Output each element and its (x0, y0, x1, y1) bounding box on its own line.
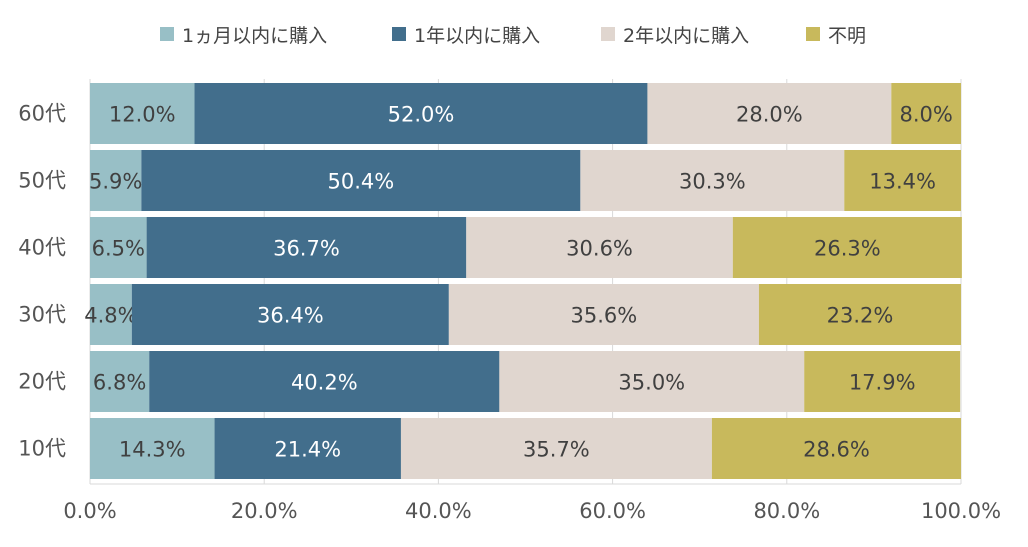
bar-segment (90, 150, 142, 211)
data-label: 23.2% (827, 304, 894, 328)
category-label: 40代 (18, 236, 66, 260)
bar-segment (141, 150, 581, 211)
bar-segment (194, 83, 648, 144)
legend: 1ヵ月以内に購入 1年以内に購入 2年以内に購入 不明 (0, 14, 1028, 54)
legend-swatch (392, 27, 406, 41)
legend-item: 不明 (806, 14, 866, 54)
category-label: 10代 (18, 437, 66, 461)
bar-segment (711, 418, 961, 479)
bar-segment (90, 284, 132, 345)
data-label: 36.7% (273, 237, 340, 261)
bar-segment (448, 284, 759, 345)
bar-segment (214, 418, 401, 479)
bar-segment (90, 418, 215, 479)
x-tick-label: 20.0% (231, 499, 298, 523)
data-label: 30.6% (566, 237, 633, 261)
legend-item: 1ヵ月以内に購入 (160, 14, 327, 54)
data-label: 35.6% (571, 304, 638, 328)
bar-segment (732, 217, 962, 278)
legend-swatch (806, 27, 820, 41)
bar-segment (466, 217, 733, 278)
bar-segment (891, 83, 961, 144)
data-label: 36.4% (257, 304, 324, 328)
x-tick-label: 60.0% (579, 499, 646, 523)
bar-segment (90, 217, 147, 278)
category-label: 50代 (18, 169, 66, 193)
data-label: 28.6% (803, 438, 870, 462)
legend-label: 不明 (828, 24, 867, 47)
data-label: 17.9% (849, 371, 916, 395)
data-label: 12.0% (109, 103, 176, 127)
category-label: 60代 (18, 102, 66, 126)
bar-segment (580, 150, 845, 211)
bar-segment (149, 351, 500, 412)
data-label: 30.3% (679, 170, 746, 194)
x-tick-label: 80.0% (753, 499, 820, 523)
legend-item: 1年以内に購入 (392, 14, 540, 54)
legend-item: 2年以内に購入 (601, 14, 749, 54)
data-label: 35.0% (618, 371, 685, 395)
legend-label: 1年以内に購入 (414, 24, 541, 47)
data-label: 6.5% (92, 237, 145, 261)
category-label: 30代 (18, 303, 66, 327)
bar-segment (131, 284, 449, 345)
x-tick-label: 0.0% (63, 499, 116, 523)
legend-swatch (160, 27, 174, 41)
category-label: 20代 (18, 370, 66, 394)
data-label: 6.8% (93, 371, 146, 395)
bar-segment (758, 284, 961, 345)
bar-segment (804, 351, 961, 412)
data-label: 50.4% (328, 170, 395, 194)
x-tick-label: 100.0% (921, 499, 1001, 523)
data-label: 5.9% (89, 170, 142, 194)
legend-label: 1ヵ月以内に購入 (182, 24, 328, 47)
bar-segment (400, 418, 712, 479)
data-label: 4.8% (84, 304, 137, 328)
legend-label: 2年以内に購入 (623, 24, 750, 47)
data-label: 52.0% (388, 103, 455, 127)
data-label: 13.4% (869, 170, 936, 194)
data-label: 26.3% (814, 237, 881, 261)
legend-swatch (601, 27, 615, 41)
bar-segment (146, 217, 467, 278)
data-label: 21.4% (274, 438, 341, 462)
data-label: 8.0% (899, 103, 952, 127)
data-label: 14.3% (119, 438, 186, 462)
data-label: 40.2% (291, 371, 358, 395)
bar-segment (844, 150, 961, 211)
x-tick-label: 40.0% (405, 499, 472, 523)
data-label: 35.7% (523, 438, 590, 462)
bar-segment (499, 351, 805, 412)
data-label: 28.0% (736, 103, 803, 127)
bar-segment (647, 83, 892, 144)
bar-segment (90, 351, 150, 412)
bar-segment (90, 83, 195, 144)
